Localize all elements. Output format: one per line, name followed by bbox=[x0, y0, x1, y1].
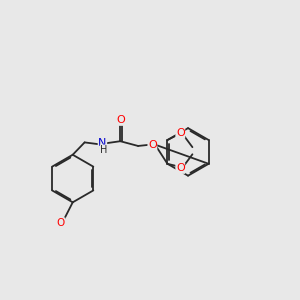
Text: O: O bbox=[57, 218, 65, 228]
Text: O: O bbox=[148, 140, 157, 150]
Text: O: O bbox=[176, 128, 185, 138]
Text: N: N bbox=[98, 138, 106, 148]
Text: H: H bbox=[100, 145, 108, 155]
Text: O: O bbox=[176, 163, 185, 173]
Text: O: O bbox=[116, 115, 125, 125]
